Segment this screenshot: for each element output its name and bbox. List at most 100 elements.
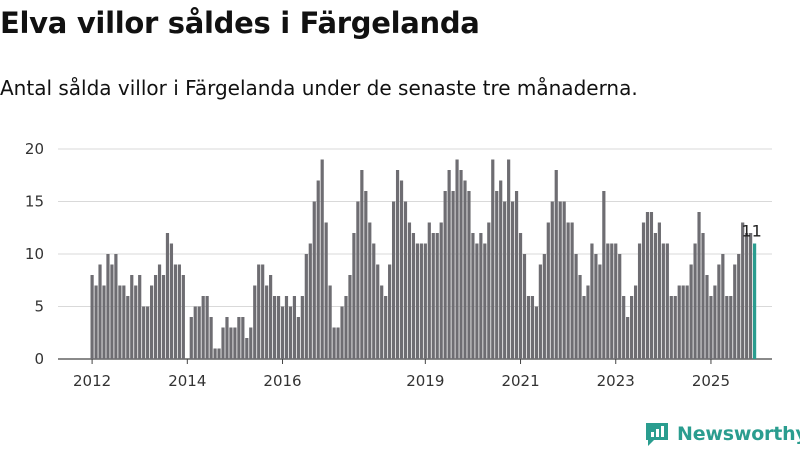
bar [443,191,447,359]
bar [245,338,249,359]
bar [364,191,368,359]
bar [332,327,336,359]
bar [376,264,380,359]
x-tick-label: 2025 [692,372,730,390]
bar [304,254,308,359]
bar [213,348,217,359]
bar [189,317,193,359]
bar [407,222,412,359]
chart-title: Elva villor såldes i Färgelanda [0,6,480,40]
bar [749,233,753,359]
bar [538,264,542,359]
bar [391,201,396,359]
bar [427,222,431,359]
bar [677,285,681,359]
x-axis: 2012 2014 2016 2019 2021 2023 2025 [73,359,730,390]
bar [586,285,590,359]
bar [241,317,245,359]
bar [98,264,102,359]
bar [280,306,285,359]
bar [368,222,372,359]
bar [181,275,185,359]
bar [114,254,118,359]
bar [701,233,705,359]
bar [225,317,229,359]
bar [526,296,531,359]
bar [399,180,404,359]
bar [296,317,300,359]
bar [150,285,154,359]
bar [344,296,348,359]
bar [106,254,110,359]
bar [733,264,737,359]
bar [447,170,451,359]
bar [253,285,257,359]
x-tick-label: 2023 [597,372,635,390]
bar [610,243,614,359]
bar [487,222,491,359]
bar [352,233,356,359]
bar [261,264,265,359]
bar [729,296,733,359]
bar-chart: 0 5 10 15 20 11 2012 2014 2016 2019 2021 2023 2025 [25,140,772,390]
bar [439,222,443,359]
bar [138,275,142,359]
bar [483,243,487,359]
bar [142,306,146,359]
bar [717,264,721,359]
bar [126,296,130,359]
bar [157,264,162,359]
bar [94,285,98,359]
bar [288,306,293,359]
bar [423,243,427,359]
bar [388,264,392,359]
bar [653,233,658,359]
bar [475,243,479,359]
bar [403,201,408,359]
y-tick-label: 15 [25,193,44,211]
y-tick-label: 10 [25,245,44,263]
bar [693,243,697,359]
bar [530,296,535,359]
bar [197,306,201,359]
bar [721,254,725,359]
bar [328,285,332,359]
bar [618,254,622,359]
bar [165,233,170,359]
bar [451,191,455,359]
bar [566,222,570,359]
y-tick-label: 5 [34,298,44,316]
bar [419,243,423,359]
bar [169,243,174,359]
bar [177,264,181,359]
bar [630,296,634,359]
bar [737,254,741,359]
bar [518,233,523,359]
latest-value-label: 11 [741,222,761,241]
chart-subtitle: Antal sålda villor i Färgelanda under de… [0,76,638,100]
bar [229,327,233,359]
bar [550,201,554,359]
bar [90,275,94,359]
bar [661,243,665,359]
bar [324,222,328,359]
bar [459,170,463,359]
bar [594,254,598,359]
bar [173,264,178,359]
bar [265,285,269,359]
bar [122,285,126,359]
bar [415,243,419,359]
bar [649,212,654,359]
bar [284,296,289,359]
bar [257,264,261,359]
bar [272,296,277,359]
bars: 11 [90,159,762,359]
bar [626,317,630,359]
y-tick-label: 20 [25,140,44,158]
bar [514,191,519,359]
bar [495,191,499,359]
bar [637,243,642,359]
bar [292,296,297,359]
bar [491,159,495,359]
bar [622,296,626,359]
